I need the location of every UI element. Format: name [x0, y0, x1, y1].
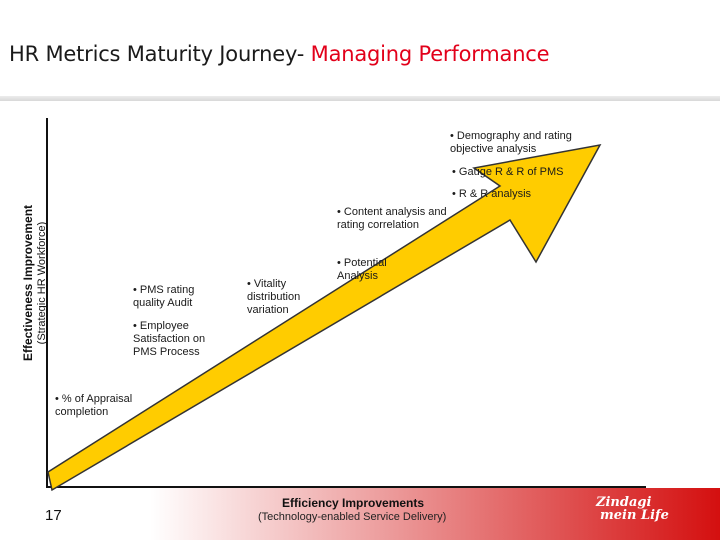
note-content-analysis: • Content analysis and rating correlatio… [337, 206, 447, 231]
note-appraisal-completion: • % of Appraisal completion [55, 393, 133, 418]
logo-line-2: mein Life [600, 508, 669, 523]
page-title: HR Metrics Maturity Journey- Managing Pe… [9, 42, 550, 66]
y-axis-line [46, 118, 48, 488]
x-axis-line [46, 486, 646, 488]
footer-gradient [150, 488, 720, 540]
footer-bar [0, 488, 720, 540]
header-divider [0, 96, 720, 101]
note-pms-rating-audit: • PMS rating quality Audit [133, 284, 195, 309]
x-axis-title: Efficiency Improvements [282, 496, 425, 510]
note-gauge-rr: • Gauge R & R of PMS [452, 166, 564, 178]
note-demography-analysis: • Demography and rating objective analys… [450, 130, 572, 155]
page-number: 17 [45, 507, 62, 524]
x-axis-subtitle: (Technology-enabled Service Delivery) [258, 511, 447, 523]
note-vitality-distribution: • Vitality distribution variation [247, 278, 301, 316]
brand-logo: Zindagi mein Life [596, 496, 669, 522]
note-potential-analysis: • Potential Analysis [337, 257, 387, 282]
title-prefix: HR Metrics Maturity Journey- [9, 42, 311, 66]
growth-arrow-shape [47, 143, 602, 492]
note-employee-satisfaction: • Employee Satisfaction on PMS Process [133, 320, 206, 358]
note-rr-analysis: • R & R analysis [452, 188, 532, 200]
title-accent: Managing Performance [310, 42, 550, 66]
logo-line-1: Zindagi [596, 495, 652, 510]
